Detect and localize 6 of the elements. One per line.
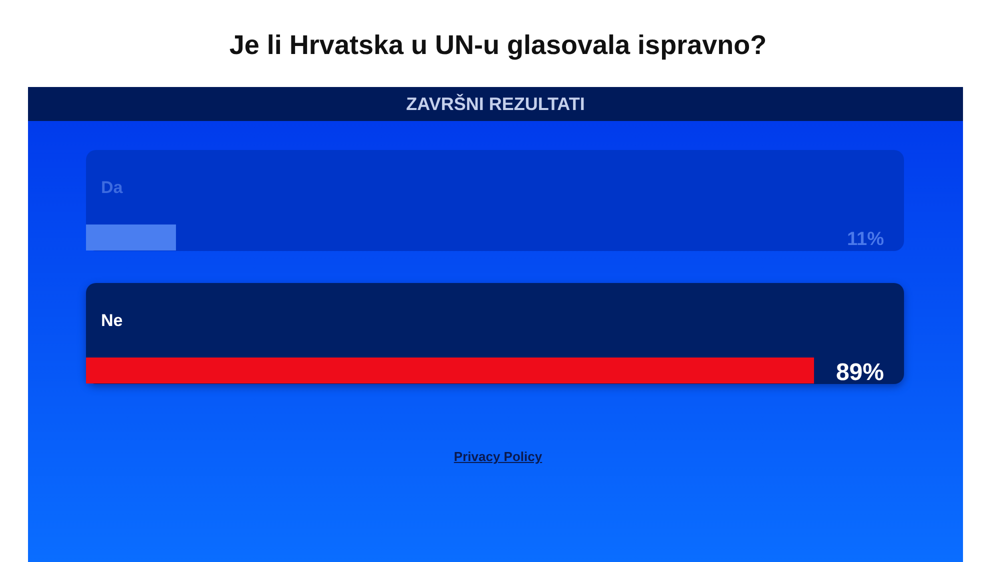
text: Privacy Policy <box>452 449 544 464</box>
data-label: 89% <box>836 359 884 386</box>
y-tick-label: Ne <box>101 311 123 330</box>
chart-title: Je li Hrvatska u UN-u glasovala ispravno? <box>228 30 768 61</box>
y-tick-label: Da <box>101 178 124 197</box>
data-label: 11% <box>847 229 884 250</box>
